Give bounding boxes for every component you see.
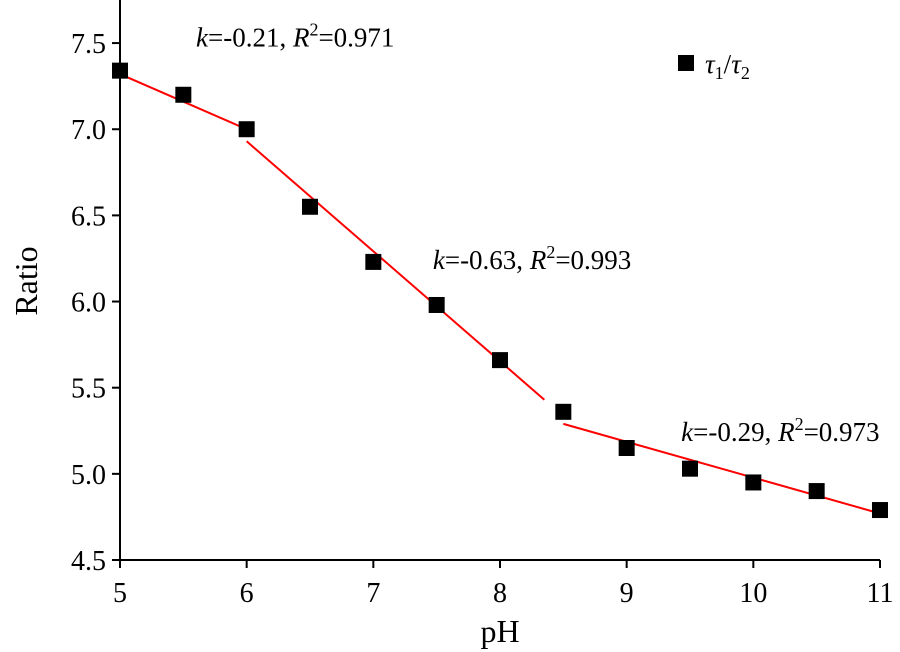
legend-marker-square — [678, 55, 694, 71]
annotation-k: k — [196, 23, 209, 53]
legend: τ1/τ2 — [678, 49, 750, 83]
x-ticks: 5 6 7 8 9 10 11 — [113, 560, 893, 609]
y-tick-label: 6.5 — [71, 201, 106, 232]
x-axis-title: pH — [480, 613, 519, 649]
data-point — [492, 352, 508, 369]
y-axis-title: Ratio — [8, 246, 44, 315]
y-ticks: 4.5 5.0 5.5 6.0 6.5 7.0 7.5 — [71, 29, 120, 577]
y-tick-label: 6.0 — [71, 288, 106, 319]
x-tick-label: 10 — [739, 578, 767, 609]
annotation-r: R — [292, 23, 310, 53]
annotation-r-value: =0.971 — [318, 23, 394, 53]
annotation-k: k — [433, 245, 446, 275]
fit-annotation-3: k=-0.29, R2=0.973 — [681, 414, 879, 447]
x-tick-label: 5 — [113, 578, 127, 609]
data-point — [682, 460, 698, 477]
x-tick-label: 6 — [240, 578, 254, 609]
data-point — [365, 253, 382, 270]
annotation-k-value: =-0.63, — [445, 245, 530, 275]
y-tick-label: 5.5 — [71, 374, 106, 405]
annotation-k-value: =-0.29, — [693, 417, 778, 447]
legend-tau-1: τ — [705, 49, 716, 79]
annotation-r-value: =0.993 — [555, 245, 631, 275]
legend-sub-2: 2 — [741, 63, 750, 83]
data-point — [238, 121, 255, 138]
annotation-r-value: =0.973 — [804, 417, 880, 447]
y-tick-label: 7.5 — [71, 29, 106, 60]
y-tick-label: 4.5 — [71, 546, 106, 577]
data-point — [428, 296, 445, 313]
fit-line-3 — [563, 422, 881, 515]
annotation-r-exp: 2 — [546, 242, 555, 262]
fit-annotation-2: k=-0.63, R2=0.993 — [433, 242, 631, 275]
legend-tau-2: τ — [731, 49, 742, 79]
y-tick-label: 7.0 — [71, 115, 106, 146]
x-tick-label: 11 — [867, 578, 894, 609]
y-tick-label: 5.0 — [71, 460, 106, 491]
x-tick-label: 8 — [493, 578, 507, 609]
data-point — [618, 440, 635, 456]
annotation-k-value: =-0.21, — [208, 23, 293, 53]
data-point — [302, 198, 318, 215]
data-point — [808, 483, 825, 500]
annotation-r: R — [777, 417, 795, 447]
legend-sub-1: 1 — [715, 63, 724, 83]
data-point — [175, 86, 192, 103]
data-point — [872, 502, 888, 519]
axes — [119, 0, 880, 561]
legend-slash: / — [724, 49, 732, 79]
data-point — [555, 403, 572, 420]
annotation-r-exp: 2 — [795, 414, 804, 434]
annotation-r: R — [529, 245, 547, 275]
x-tick-label: 9 — [620, 578, 634, 609]
fit-lines — [119, 73, 881, 515]
annotation-k: k — [681, 417, 694, 447]
annotation-r-exp: 2 — [309, 20, 318, 40]
x-tick-label: 7 — [366, 578, 380, 609]
legend-label: τ1/τ2 — [705, 49, 750, 83]
data-points — [112, 62, 888, 519]
data-point — [745, 474, 762, 491]
fit-annotation-1: k=-0.21, R2=0.971 — [196, 20, 394, 53]
